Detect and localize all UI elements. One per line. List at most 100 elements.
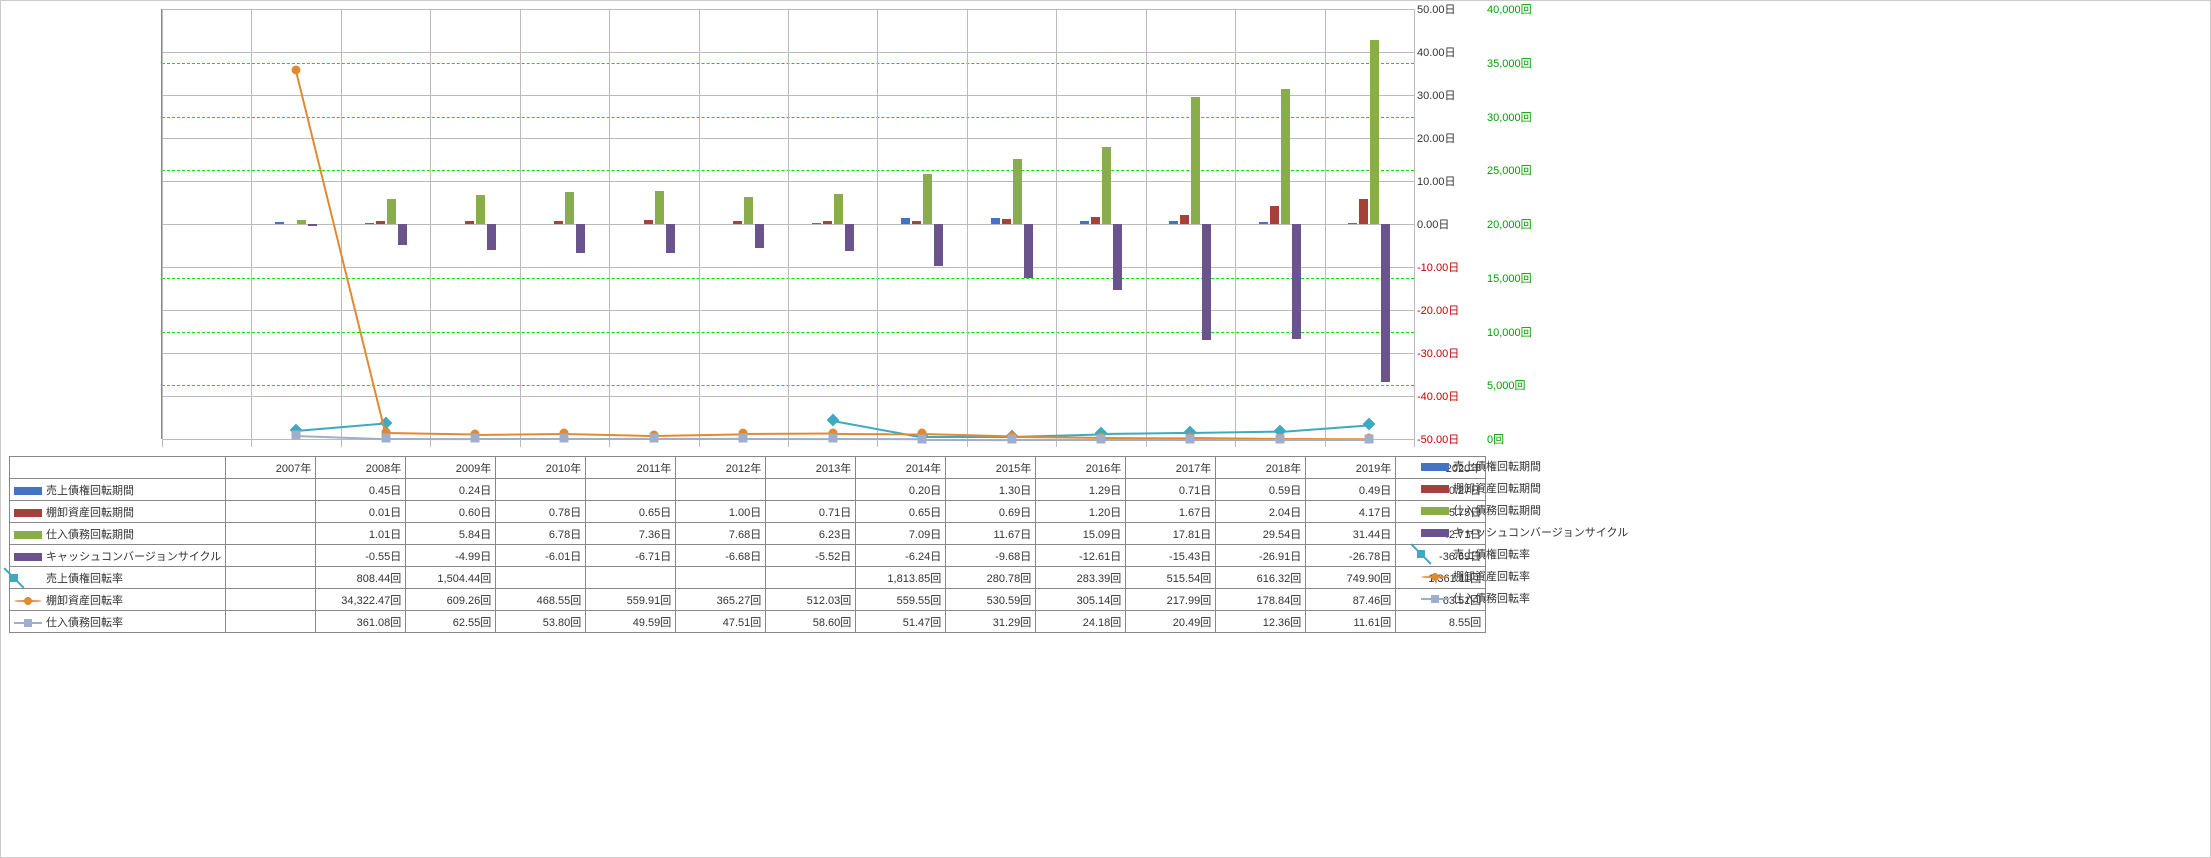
primary-tick: -30.00日 — [1417, 345, 1459, 361]
bar-ccc — [755, 224, 764, 248]
bar-inv_period — [1002, 219, 1011, 224]
cell: 7.68日 — [676, 523, 766, 545]
bar-ccc — [1024, 224, 1033, 278]
cell: 53.80回 — [496, 611, 586, 633]
bar-ar_period — [812, 223, 821, 224]
cell: 31.29回 — [946, 611, 1036, 633]
cell: 8.55回 — [1396, 611, 1486, 633]
table-corner — [10, 457, 226, 479]
row-label-inv_period: 棚卸資産回転期間 — [10, 501, 226, 523]
cell: 20.49回 — [1126, 611, 1216, 633]
bar-ap_period — [834, 194, 843, 224]
bar-ar_period — [901, 218, 910, 224]
cell: 0.60日 — [406, 501, 496, 523]
bar-ccc — [845, 224, 854, 251]
cell: 87.46回 — [1306, 589, 1396, 611]
bar-inv_period — [644, 220, 653, 224]
cell: 15.09日 — [1036, 523, 1126, 545]
cell: 1.29日 — [1036, 479, 1126, 501]
bar-inv_period — [1091, 217, 1100, 224]
cell: 6.78日 — [496, 523, 586, 545]
table-col-header: 2017年 — [1126, 457, 1216, 479]
row-label-inv_rate: 棚卸資産回転率 — [10, 589, 226, 611]
line-ap_rate — [1012, 439, 1101, 441]
marker-ap_rate — [739, 434, 748, 443]
cell: 280.78回 — [946, 567, 1036, 589]
secondary-tick: 25,000回 — [1487, 162, 1532, 178]
bar-inv_period — [465, 221, 474, 224]
line-inv_rate — [475, 433, 564, 436]
bar-inv_period — [912, 221, 921, 224]
row-label-ccc: キャッシュコンバージョンサイクル — [10, 545, 226, 567]
cell — [226, 589, 316, 611]
bar-ccc — [576, 224, 585, 253]
marker-ap_rate — [292, 431, 301, 440]
table-col-header: 2011年 — [586, 457, 676, 479]
secondary-tick: 40,000回 — [1487, 1, 1532, 17]
bar-ap_period — [297, 220, 306, 224]
cell: 217.99回 — [1126, 589, 1216, 611]
cell: 808.44回 — [316, 567, 406, 589]
cell: 512.03回 — [766, 589, 856, 611]
legend-ar_rate: 売上債権回転率 — [1421, 544, 1628, 566]
table-col-header: 2010年 — [496, 457, 586, 479]
bar-inv_period — [1180, 215, 1189, 224]
cell — [586, 479, 676, 501]
cell: 559.55回 — [856, 589, 946, 611]
cell: 7.09日 — [856, 523, 946, 545]
cell: 49.59回 — [586, 611, 676, 633]
marker-ap_rate — [649, 434, 658, 443]
marker-ap_rate — [471, 434, 480, 443]
cell: 749.90回 — [1306, 567, 1396, 589]
bar-ar_period — [1169, 221, 1178, 224]
cell: 361.08回 — [316, 611, 406, 633]
row-label-ar_period: 売上債権回転期間 — [10, 479, 226, 501]
cell: 0.65日 — [586, 501, 676, 523]
cell: 609.26回 — [406, 589, 496, 611]
cell: 24.18回 — [1036, 611, 1126, 633]
bar-inv_period — [733, 221, 742, 224]
bar-ccc — [1292, 224, 1301, 339]
bar-ap_period — [655, 191, 664, 224]
line-ap_rate — [1190, 439, 1279, 441]
cell: -26.91日 — [1216, 545, 1306, 567]
table-col-header: 2012年 — [676, 457, 766, 479]
bar-ccc — [666, 224, 675, 253]
cell — [676, 479, 766, 501]
bar-inv_period — [823, 221, 832, 224]
cell: 0.71日 — [1126, 479, 1216, 501]
secondary-y-axis: 40,000回35,000回30,000回25,000回20,000回15,00… — [1483, 9, 1553, 439]
primary-tick: -50.00日 — [1417, 431, 1459, 447]
cell: 616.32回 — [1216, 567, 1306, 589]
legend-right: 売上債権回転期間棚卸資産回転期間仕入債務回転期間キャッシュコンバージョンサイクル… — [1421, 456, 1628, 610]
cell: 58.60回 — [766, 611, 856, 633]
cell: 468.55回 — [496, 589, 586, 611]
cell: 0.69日 — [946, 501, 1036, 523]
bar-ap_period — [1102, 147, 1111, 224]
marker-ar_rate — [826, 413, 839, 426]
secondary-tick: 5,000回 — [1487, 377, 1526, 393]
bar-ccc — [1202, 224, 1211, 340]
cell: -6.71日 — [586, 545, 676, 567]
secondary-tick: 10,000回 — [1487, 324, 1532, 340]
cell: 305.14回 — [1036, 589, 1126, 611]
bar-ar_period — [275, 222, 284, 224]
table-col-header: 2015年 — [946, 457, 1036, 479]
cell: 17.81日 — [1126, 523, 1216, 545]
secondary-tick: 35,000回 — [1487, 55, 1532, 71]
marker-ap_rate — [1365, 434, 1374, 443]
legend-ccc: キャッシュコンバージョンサイクル — [1421, 522, 1628, 544]
cell — [676, 567, 766, 589]
marker-ap_rate — [1007, 434, 1016, 443]
primary-tick: 50.00日 — [1417, 1, 1456, 17]
bar-ar_period — [1080, 221, 1089, 224]
bar-ap_period — [1281, 89, 1290, 224]
primary-tick: -10.00日 — [1417, 259, 1459, 275]
table-col-header: 2018年 — [1216, 457, 1306, 479]
bar-ap_period — [476, 195, 485, 224]
cell: 1.01日 — [316, 523, 406, 545]
cell — [766, 567, 856, 589]
bar-inv_period — [554, 221, 563, 224]
secondary-tick: 15,000回 — [1487, 270, 1532, 286]
plot-area — [161, 9, 1415, 439]
